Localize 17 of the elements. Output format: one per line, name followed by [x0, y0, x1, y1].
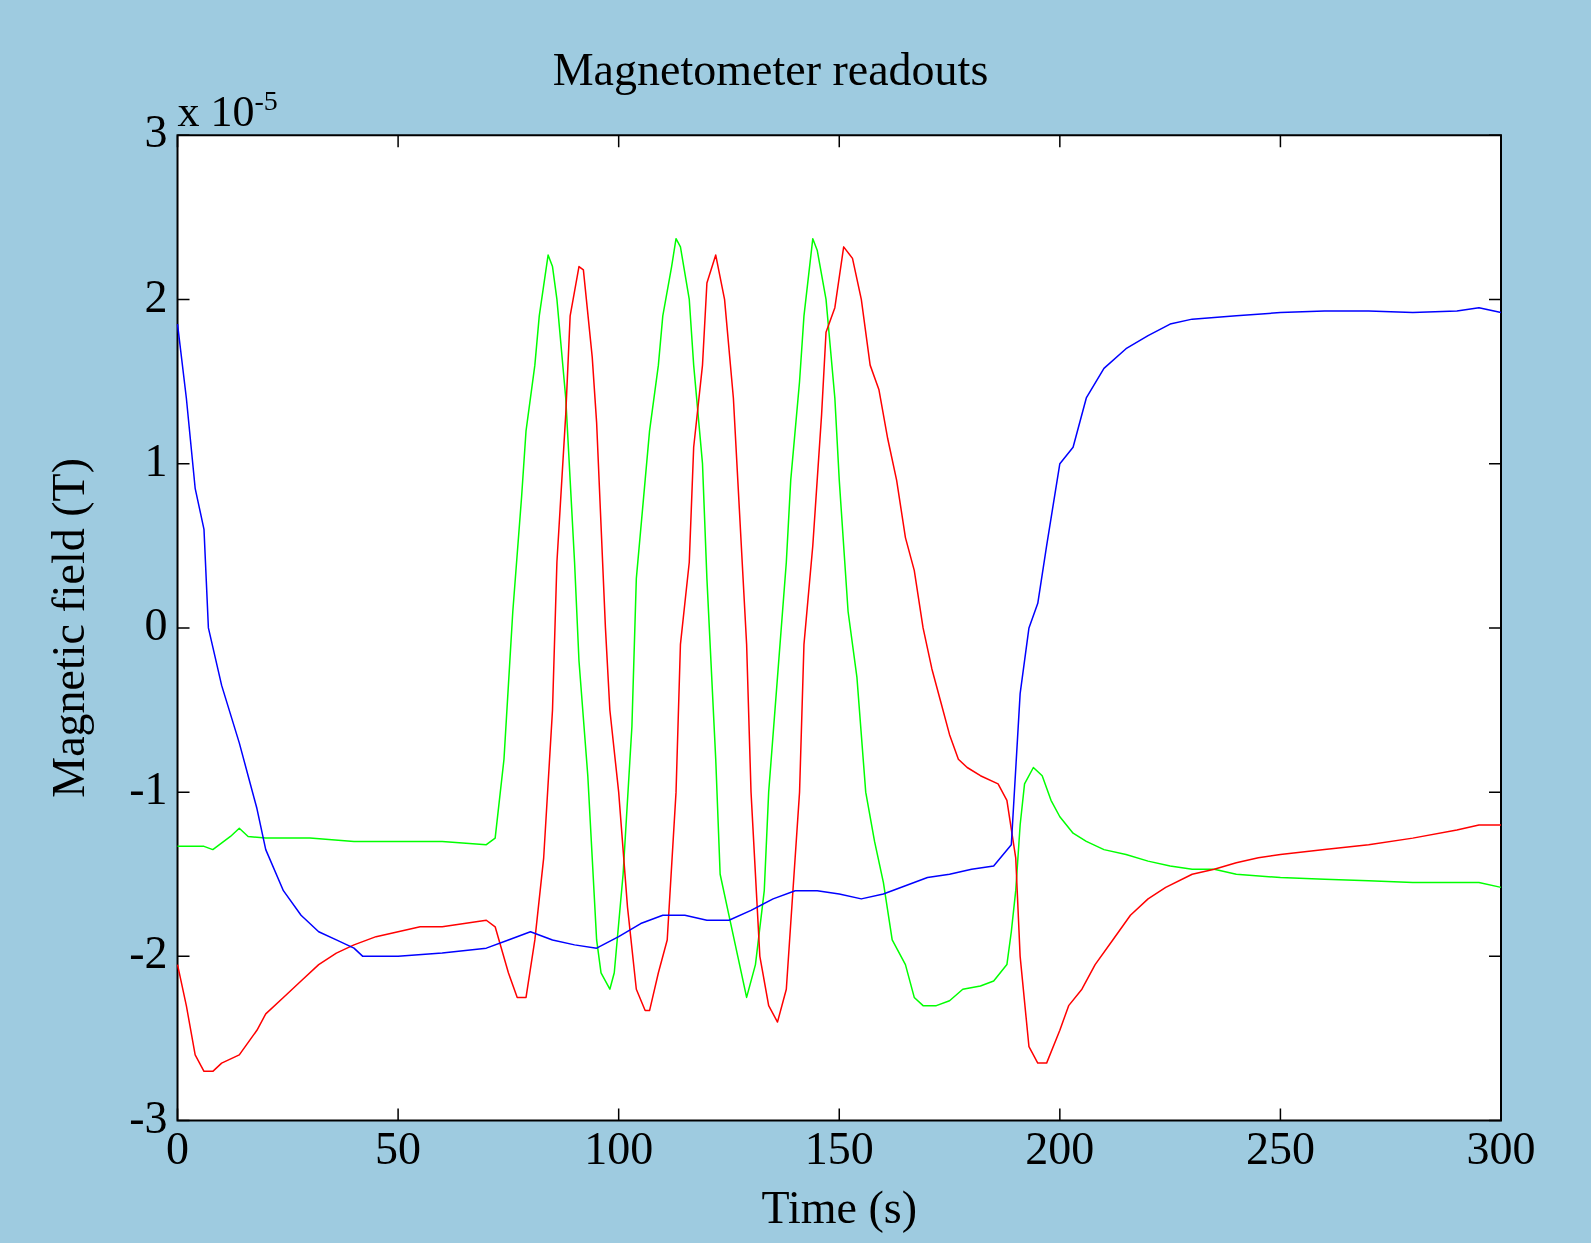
y-tick-label: 0	[144, 598, 168, 650]
annotation: x 10$^{-5}$	[177, 85, 278, 136]
x-axis-title: Time (s)	[761, 1182, 918, 1234]
y-tick-label: -1	[129, 763, 168, 815]
y-tick-label: 2	[144, 270, 168, 322]
x-tick-label: 200	[1025, 1123, 1095, 1175]
y-axis-title: Magnetic field (T)	[42, 458, 94, 798]
x-tick-label: 100	[584, 1123, 654, 1175]
x-tick-label: 150	[804, 1123, 874, 1175]
y-tick-label: 1	[144, 434, 168, 486]
y-tick-label: 3	[144, 106, 168, 158]
y-tick-label: -2	[129, 927, 168, 979]
y-tick-label: -3	[129, 1091, 168, 1143]
x-tick-label: 300	[1466, 1123, 1536, 1175]
x-tick-label: 50	[375, 1123, 422, 1175]
x-tick-label: 250	[1245, 1123, 1315, 1175]
chart-title: Magnetometer readouts	[552, 43, 989, 95]
